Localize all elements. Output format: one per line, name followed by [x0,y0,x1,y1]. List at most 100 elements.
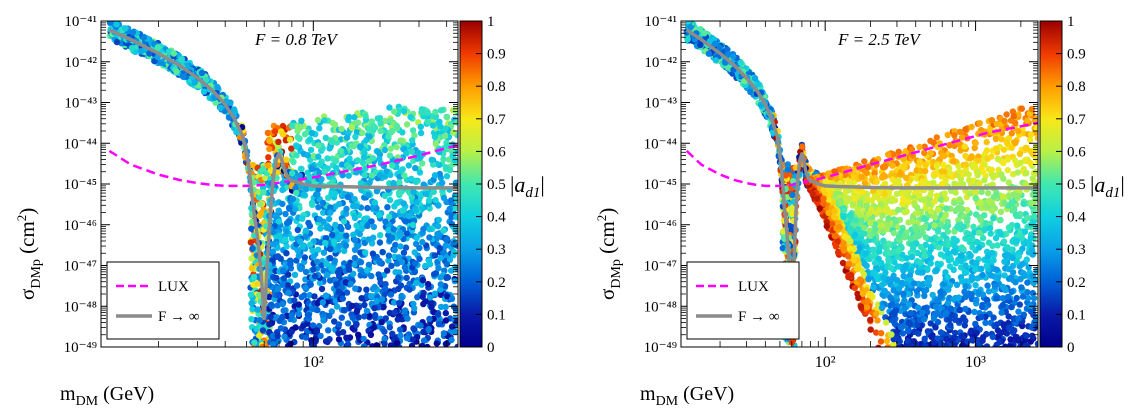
scatter-point [356,314,362,320]
scatter-point [409,148,415,154]
scatter-point [319,286,325,292]
scatter-point [366,133,372,139]
scatter-point [281,307,287,313]
legend: LUX F → ∞ [107,262,219,339]
colorbar-tick-label: 0.8 [487,79,506,95]
scatter-point [437,245,443,251]
scatter-point [444,114,450,120]
scatter-point [429,157,435,163]
scatter-point [404,315,410,321]
scatter-point [323,292,329,298]
scatter-point [314,191,320,197]
scatter-point [785,161,791,167]
scatter-point [419,239,425,245]
scatter-point [155,44,161,50]
scatter-point [988,230,994,236]
scatter-point [257,201,263,207]
scatter-point [379,249,385,255]
scatter-point [338,148,344,154]
scatter-point [346,263,352,269]
scatter-point [289,123,295,129]
scatter-point [361,302,367,308]
scatter-point [275,253,281,259]
scatter-point [265,162,271,168]
scatter-point [260,189,266,195]
scatter-point [426,226,432,232]
scatter-point [286,206,292,212]
scatter-point [346,173,352,179]
scatter-point [962,322,968,328]
scatter-point [406,286,412,292]
scatter-point [413,280,419,286]
scatter-point [738,60,744,66]
scatter-point [343,206,349,212]
scatter-point [412,260,418,266]
scatter-point [426,326,432,332]
scatter-point [435,311,441,317]
scatter-point [938,329,944,335]
scatter-point [308,281,314,287]
scatter-point [410,301,416,307]
scatter-point [327,277,333,283]
annotation: F = 0.8 TeV [254,30,339,49]
scatter-point [180,74,186,80]
scatter-point [138,48,144,54]
scatter-point [388,146,394,152]
scatter-point [401,250,407,256]
scatter-point [443,237,449,243]
scatter-point [276,232,282,238]
chart-panel-left: 10⁻⁴¹10⁻⁴²10⁻⁴³10⁻⁴⁴10⁻⁴⁵10⁻⁴⁶10⁻⁴⁷10⁻⁴⁸… [14,14,545,405]
scatter-point [192,79,198,85]
scatter-point [280,267,286,273]
scatter-point [276,208,282,214]
scatter-point [323,261,329,267]
scatter-point [397,229,403,235]
scatter-point [315,204,321,210]
scatter-point [265,154,271,160]
scatter-point [454,119,460,125]
scatter-point [173,69,179,75]
scatter-point [299,216,305,222]
scatter-point [362,215,368,221]
legend-box [107,262,219,339]
scatter-point [382,147,388,153]
scatter-point [357,231,363,237]
scatter-point [410,222,416,228]
scatter-point [359,130,365,136]
scatter-point [287,341,293,347]
scatter-point [292,206,298,212]
y-tick-label: 10⁻⁴⁶ [64,218,97,234]
scatter-point [268,302,274,308]
scatter-point [364,205,370,211]
colorbar-label: |ad1| [510,172,545,201]
scatter-point [789,192,795,198]
scatter-point [410,189,416,195]
scatter-point [438,281,444,287]
scatter-point [273,213,279,219]
scatter-point [442,133,448,139]
scatter-point [454,318,460,324]
scatter-point [377,120,383,126]
scatter-point [409,343,415,349]
scatter-point [362,249,368,255]
scatter-point [365,236,371,242]
scatter-point [346,155,352,161]
scatter-point [377,239,383,245]
scatter-point [427,261,433,267]
scatter-point [420,277,426,283]
scatter-point [993,295,999,301]
scatter-point [420,301,426,307]
scatter-point [327,246,333,252]
scatter-point [428,304,434,310]
scatter-point [426,234,432,240]
scatter-point [284,220,290,226]
scatter-point [435,223,441,229]
scatter-point [377,172,383,178]
scatter-point [297,238,303,244]
scatter-point [417,169,423,175]
scatter-point [349,125,355,131]
colorbar-tick-label: 0.3 [487,242,506,258]
scatter-point [413,207,419,213]
scatter-point [887,294,893,300]
scatter-point [347,334,353,340]
